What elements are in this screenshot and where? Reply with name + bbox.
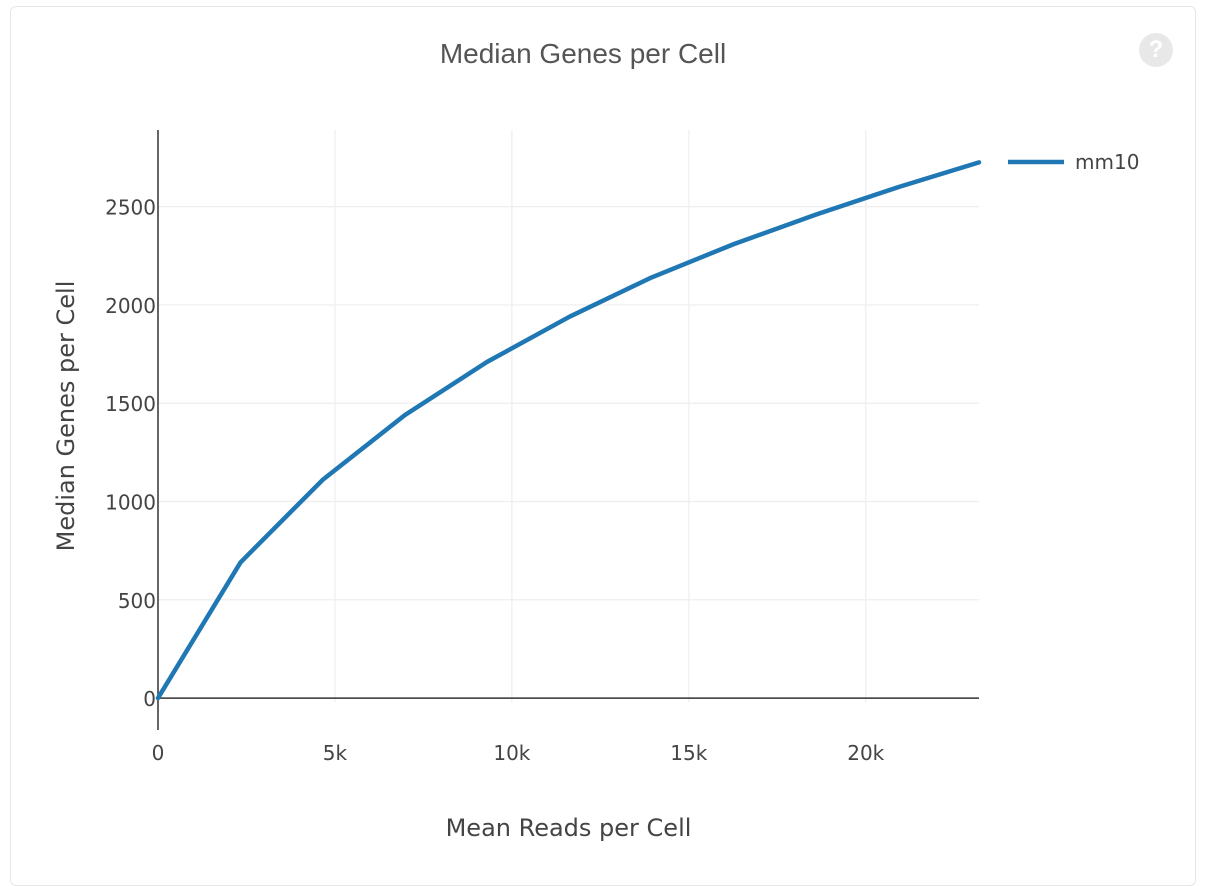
legend[interactable]: mm10 xyxy=(1008,150,1139,174)
axes xyxy=(157,130,979,730)
series-line-mm10 xyxy=(155,160,982,701)
chart-title: Median Genes per Cell xyxy=(439,38,727,69)
legend-label: mm10 xyxy=(1075,150,1139,174)
series-group xyxy=(155,160,982,701)
y-tick-label: 500 xyxy=(118,589,156,613)
x-tick-label: 15k xyxy=(670,741,707,765)
y-tick-label: 2000 xyxy=(105,294,156,318)
help-icon[interactable]: ? xyxy=(1139,33,1173,67)
tick-labels: 0 5k 10k 15k 20k 0 500 1000 1500 2000 2500 xyxy=(105,196,885,765)
grid-lines xyxy=(158,130,979,702)
y-tick-label: 1500 xyxy=(105,392,156,416)
y-tick-label: 2500 xyxy=(105,196,156,220)
x-axis-title: Mean Reads per Cell xyxy=(446,814,692,842)
x-tick-label: 0 xyxy=(152,741,165,765)
y-axis-title: Median Genes per Cell xyxy=(52,281,80,552)
y-tick-label: 0 xyxy=(143,687,156,711)
x-tick-label: 5k xyxy=(323,741,348,765)
x-tick-label: 20k xyxy=(847,741,884,765)
chart-card xyxy=(10,6,1196,886)
x-tick-label: 10k xyxy=(493,741,530,765)
y-tick-label: 1000 xyxy=(105,491,156,515)
